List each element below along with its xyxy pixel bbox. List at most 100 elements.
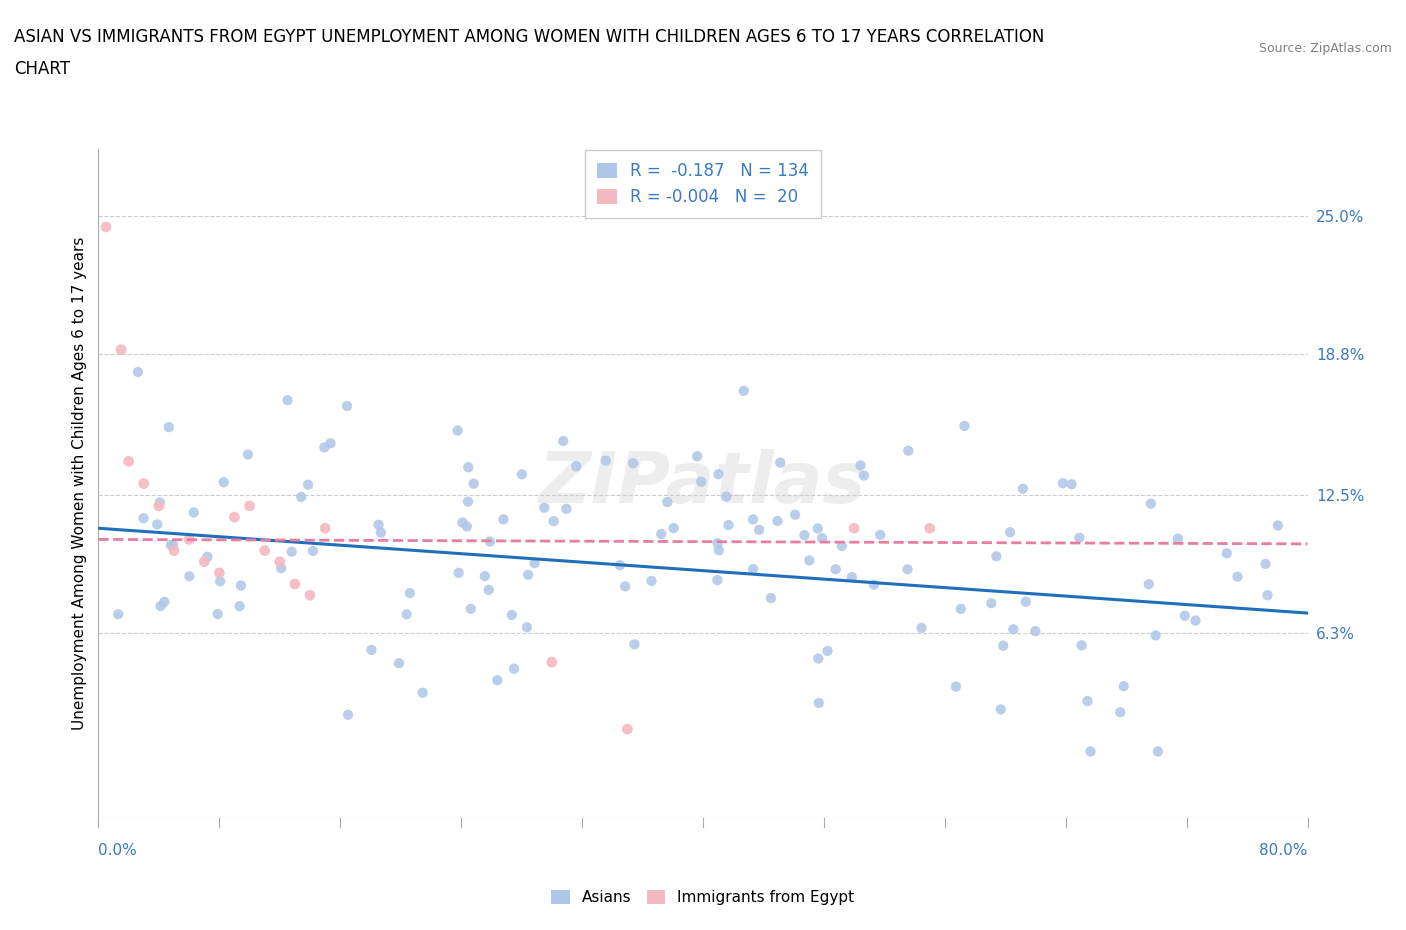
Point [793,527,815,542]
Point [869,527,891,542]
Point [447,565,470,580]
Text: 0.0%: 0.0% [98,844,138,858]
Point [1076,694,1098,709]
Point [269,554,291,569]
Point [179,532,201,547]
Point [707,543,730,558]
Point [517,567,540,582]
Point [1109,705,1132,720]
Point [319,436,342,451]
Point [299,588,322,603]
Point [1015,594,1038,609]
Point [863,578,886,592]
Point [716,489,738,504]
Point [910,620,932,635]
Point [179,569,201,584]
Point [1002,622,1025,637]
Point [993,638,1015,653]
Point [229,578,252,593]
Point [107,607,129,622]
Point [478,534,501,549]
Point [1070,638,1092,653]
Point [807,521,830,536]
Point [197,550,219,565]
Point [1254,556,1277,571]
Point [94,219,117,234]
Point [337,708,360,723]
Point [565,459,588,474]
Point [844,521,866,536]
Point [533,500,555,515]
Point [457,494,479,509]
Point [717,518,740,533]
Point [153,594,176,609]
Point [149,495,172,510]
Point [742,562,765,577]
Point [162,538,184,552]
Point [277,392,299,407]
Point [412,685,434,700]
Point [284,577,307,591]
Point [1174,608,1197,623]
Point [183,505,205,520]
Point [446,423,468,438]
Point [543,513,565,528]
Point [132,511,155,525]
Point [290,489,312,504]
Point [614,578,637,593]
Point [540,655,562,670]
Y-axis label: Unemployment Among Women with Children Ages 6 to 17 years: Unemployment Among Women with Children A… [72,237,87,730]
Point [1052,476,1074,491]
Point [953,418,976,433]
Point [616,722,638,737]
Point [707,467,730,482]
Point [118,454,141,469]
Point [918,521,941,536]
Point [1256,588,1278,603]
Point [212,475,235,490]
Point [270,561,292,576]
Point [193,554,215,569]
Point [1226,569,1249,584]
Point [399,586,422,601]
Point [807,696,830,711]
Point [1147,744,1170,759]
Point [451,515,474,530]
Point [127,365,149,379]
Point [824,562,846,577]
Point [224,510,246,525]
Point [841,570,863,585]
Point [370,525,392,540]
Point [706,536,728,551]
Point [733,383,755,398]
Text: ZIPatlas: ZIPatlas [540,449,866,518]
Point [609,558,631,573]
Point [297,477,319,492]
Point [706,573,728,588]
Point [209,574,232,589]
Point [208,565,231,580]
Point [1069,530,1091,545]
Point [148,498,170,513]
Point [555,501,578,516]
Point [474,569,496,584]
Point [1112,679,1135,694]
Point [163,543,186,558]
Point [852,468,875,483]
Point [456,519,478,534]
Point [817,644,839,658]
Point [1144,628,1167,643]
Point [650,526,672,541]
Point [595,453,617,468]
Point [831,538,853,553]
Point [1216,546,1239,561]
Point [1024,624,1046,639]
Point [239,498,262,513]
Point [146,517,169,532]
Text: CHART: CHART [14,60,70,78]
Point [501,607,523,622]
Point [742,512,765,527]
Point [149,599,172,614]
Point [759,591,782,605]
Point [1184,613,1206,628]
